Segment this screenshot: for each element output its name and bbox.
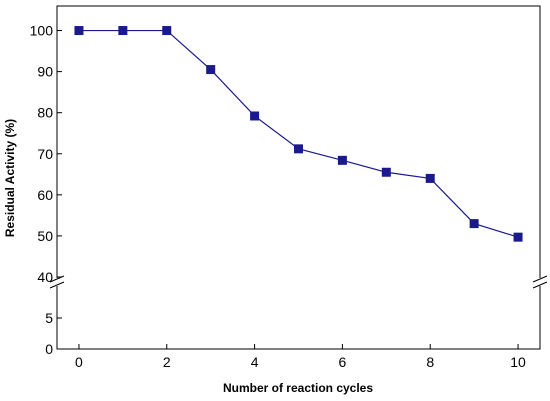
data-point-10 (513, 232, 523, 242)
x-tick-label-10: 10 (510, 354, 526, 370)
data-point-7 (381, 167, 391, 177)
axis-break (49, 275, 548, 289)
data-point-6 (337, 155, 347, 165)
y-tick-label-50: 50 (37, 228, 53, 244)
data-point-4 (250, 111, 260, 121)
y-tick-label-0: 0 (45, 341, 53, 357)
left-axis-break-gap (53, 278, 61, 286)
y-tick-label-40: 40 (37, 269, 53, 285)
right-axis-break-slash-1 (532, 275, 548, 283)
x-tick-label-6: 6 (339, 354, 347, 370)
x-tick-label-8: 8 (426, 354, 434, 370)
data-point-2 (162, 26, 172, 36)
data-point-5 (294, 144, 303, 154)
data-point-0 (74, 26, 84, 36)
x-axis-ticks: 0 2 4 6 8 10 (75, 344, 526, 370)
x-tick-label-0: 0 (75, 354, 83, 370)
y-tick-label-60: 60 (37, 187, 53, 203)
right-axis-break-slash-2 (532, 281, 548, 289)
y-tick-label-70: 70 (37, 146, 53, 162)
right-axis-break-gap (536, 278, 544, 286)
left-axis-break-slash-2 (49, 281, 65, 289)
data-point-1 (118, 26, 128, 36)
data-point-9 (469, 219, 479, 229)
x-tick-label-4: 4 (251, 354, 259, 370)
series-layer (74, 26, 523, 242)
y-axis-title: Residual Activity (%) (3, 119, 17, 237)
series-line-0 (78, 29, 519, 238)
y-tick-label-5: 5 (45, 310, 53, 326)
x-axis-title: Number of reaction cycles (223, 381, 373, 395)
plot-frame-rect (56, 5, 541, 350)
y-tick-label-90: 90 (37, 64, 53, 80)
data-point-3 (206, 65, 216, 75)
x-tick-label-2: 2 (163, 354, 171, 370)
y-tick-label-100: 100 (30, 23, 54, 39)
y-tick-label-80: 80 (37, 105, 53, 121)
plot-frame (56, 5, 541, 350)
data-point-8 (425, 173, 435, 183)
y-axis-ticks: 0 5 40 50 60 70 80 90 100 (30, 23, 62, 357)
